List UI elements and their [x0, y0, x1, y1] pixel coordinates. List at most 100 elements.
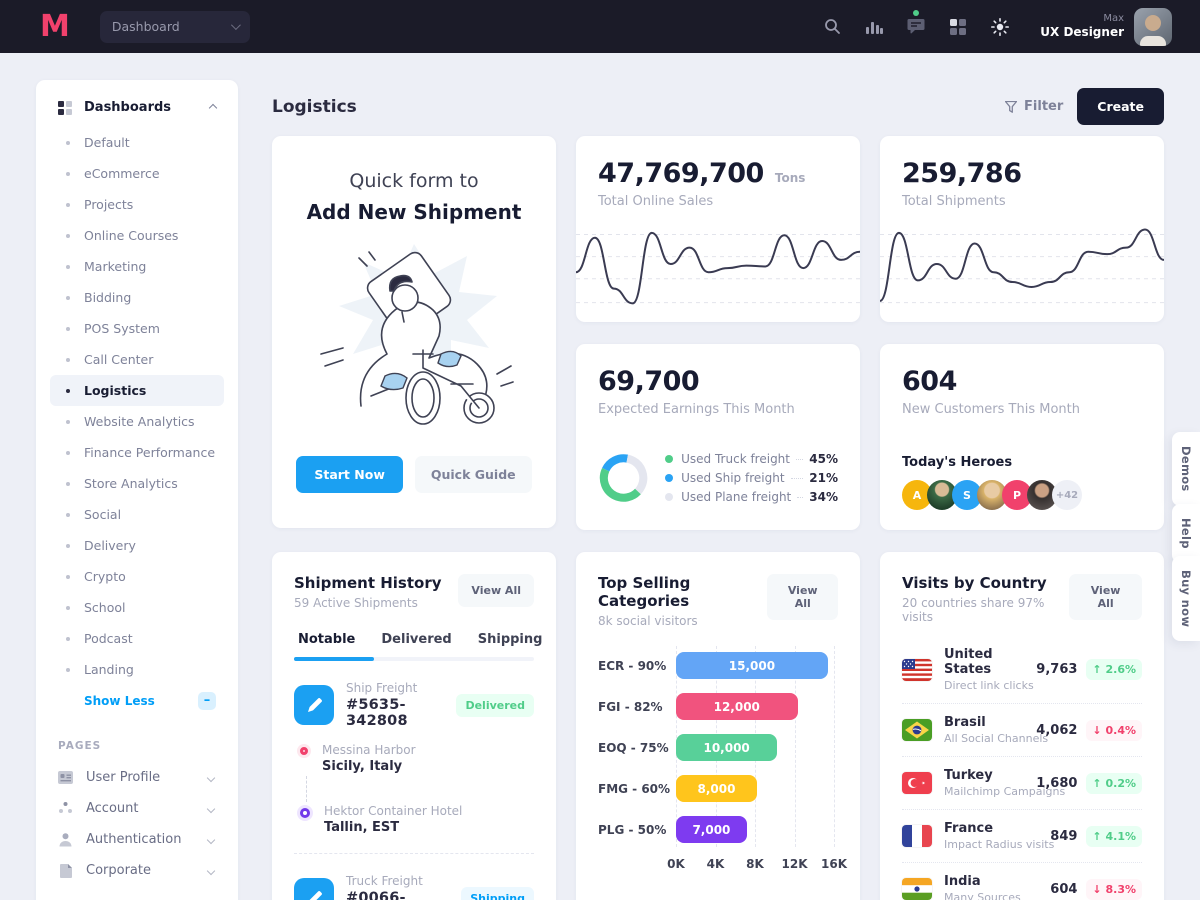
history-title: Shipment History: [294, 574, 442, 592]
trend-arrow-icon: ↑: [1092, 663, 1102, 676]
statistics-icon[interactable]: [864, 17, 884, 37]
sidebar-item-crypto[interactable]: Crypto: [50, 561, 224, 592]
sidebar-item-marketing[interactable]: Marketing: [50, 251, 224, 282]
sidebar-item-school[interactable]: School: [50, 592, 224, 623]
sidebar-item-logistics[interactable]: Logistics: [50, 375, 224, 406]
top-selling-view-all-button[interactable]: View All: [767, 574, 838, 620]
change-badge: ↓ 8.3%: [1086, 878, 1142, 900]
country-row-turkey: Turkey Mailchimp Campaigns 1,680 ↑ 0.2%: [902, 757, 1142, 810]
status-badge: Shipping: [461, 886, 534, 900]
active-tab-indicator: [294, 657, 374, 661]
quick-form-title: Add New Shipment: [306, 200, 522, 224]
avatar[interactable]: [1134, 7, 1172, 46]
sidebar-item-finance-performance[interactable]: Finance Performance: [50, 437, 224, 468]
id-card-icon: [58, 770, 73, 785]
shipment-history-card: Shipment History 59 Active Shipments Vie…: [272, 552, 556, 900]
india-flag-icon: [902, 878, 932, 900]
sidebar-page-account[interactable]: Account: [50, 793, 224, 824]
bullet-icon: [66, 388, 70, 393]
bar: 7,000: [676, 816, 747, 843]
chevron-down-icon: [206, 866, 216, 875]
quick-guide-button[interactable]: Quick Guide: [414, 456, 532, 493]
chat-icon[interactable]: [906, 9, 926, 37]
legend-item-truck: Used Truck freight 45%: [665, 452, 838, 466]
sidebar-item-default[interactable]: Default: [50, 127, 224, 158]
bar: 15,000: [676, 652, 828, 679]
route-stop: Messina Harbor Sicily, Italy: [300, 743, 534, 774]
sidebar-item-store-analytics[interactable]: Store Analytics: [50, 468, 224, 499]
tab-underline-track: [294, 657, 534, 661]
bullet-icon: [66, 574, 70, 579]
tab-shipping[interactable]: Shipping: [477, 632, 543, 647]
bar: 10,000: [676, 734, 778, 761]
dashboard-selector[interactable]: Dashboard: [99, 10, 250, 43]
destination-marker-icon: [300, 808, 310, 818]
person-icon: [58, 832, 73, 847]
start-now-button[interactable]: Start Now: [296, 456, 403, 493]
edge-tab-help[interactable]: Help: [1172, 504, 1200, 563]
sidebar-item-projects[interactable]: Projects: [50, 189, 224, 220]
visits-subtitle: 20 countries share 97% visits: [902, 596, 1045, 624]
search-icon[interactable]: [822, 17, 842, 37]
bullet-icon: [66, 171, 70, 176]
legend-dot: [665, 493, 674, 501]
brand-logo[interactable]: M: [40, 8, 70, 44]
sidebar-page-user-profile[interactable]: User Profile: [50, 762, 224, 793]
sidebar-item-pos-system[interactable]: POS System: [50, 313, 224, 344]
bullet-icon: [66, 481, 70, 486]
tab-delivered[interactable]: Delivered: [381, 632, 452, 647]
sidebar-item-social[interactable]: Social: [50, 499, 224, 530]
sidebar-page-corporate[interactable]: Corporate: [50, 855, 224, 886]
bar-row-fgi: FGI - 82% 12,000: [598, 693, 838, 720]
sidebar-item-website-analytics[interactable]: Website Analytics: [50, 406, 224, 437]
online-sales-sparkline: [576, 231, 860, 305]
shipment-entry[interactable]: Truck Freight #0066-954784 Shipping: [294, 874, 534, 900]
sidebar-item-bidding[interactable]: Bidding: [50, 282, 224, 313]
sidebar-item-delivery[interactable]: Delivery: [50, 530, 224, 561]
bar: 12,000: [676, 693, 798, 720]
legend-dot: [665, 455, 674, 463]
edge-tab-demos[interactable]: Demos: [1172, 432, 1200, 506]
legend-dot: [665, 474, 674, 482]
sidebar-item-landing[interactable]: Landing: [50, 654, 224, 685]
show-less-toggle[interactable]: Show Less –: [50, 685, 224, 716]
visits-title: Visits by Country: [902, 574, 1047, 592]
sidebar-item-ecommerce[interactable]: eCommerce: [50, 158, 224, 189]
sidebar-section-dashboards[interactable]: Dashboards: [50, 100, 224, 115]
heroes-label: Today's Heroes: [902, 455, 1013, 470]
tab-notable[interactable]: Notable: [298, 632, 356, 647]
online-sales-value: 47,769,700: [598, 158, 764, 189]
origin-marker-icon: [300, 747, 308, 755]
sidebar-item-call-center[interactable]: Call Center: [50, 344, 224, 375]
bullet-icon: [66, 667, 70, 672]
filter-button[interactable]: Filter: [1005, 99, 1063, 114]
chevron-down-icon: [206, 773, 216, 782]
sidebar-page-authentication[interactable]: Authentication: [50, 824, 224, 855]
online-sales-label: Total Online Sales: [598, 194, 714, 209]
bullet-icon: [66, 636, 70, 641]
bullet-icon: [66, 357, 70, 362]
chevron-up-icon: [208, 103, 218, 112]
apps-grid-icon[interactable]: [948, 17, 968, 37]
legend-item-plane: Used Plane freight 34%: [665, 490, 838, 504]
create-button[interactable]: Create: [1077, 88, 1164, 125]
avatar-more-count[interactable]: +42: [1052, 480, 1082, 510]
bar: 8,000: [676, 775, 757, 802]
sidebar-item-online-courses[interactable]: Online Courses: [50, 220, 224, 251]
x-axis: 0K 4K 8K 12K 16K: [667, 857, 847, 871]
earnings-label: Expected Earnings This Month: [598, 402, 795, 417]
bar-row-ecr: ECR - 90% 15,000: [598, 652, 838, 679]
visits-view-all-button[interactable]: View All: [1069, 574, 1142, 620]
minus-icon[interactable]: –: [198, 691, 216, 710]
theme-sun-icon[interactable]: [990, 17, 1010, 37]
customers-value: 604: [902, 366, 957, 397]
tricycle-illustration: [320, 244, 514, 425]
freight-donut-chart: [599, 454, 648, 502]
shipment-entry[interactable]: Ship Freight #5635-342808 Delivered: [294, 681, 534, 729]
change-badge: ↑ 0.2%: [1086, 772, 1142, 794]
edge-tab-buy-now[interactable]: Buy now: [1172, 556, 1200, 642]
sidebar-item-podcast[interactable]: Podcast: [50, 623, 224, 654]
user-menu[interactable]: Max UX Designer: [1040, 7, 1172, 46]
history-view-all-button[interactable]: View All: [458, 574, 534, 607]
bullet-icon: [66, 512, 70, 517]
